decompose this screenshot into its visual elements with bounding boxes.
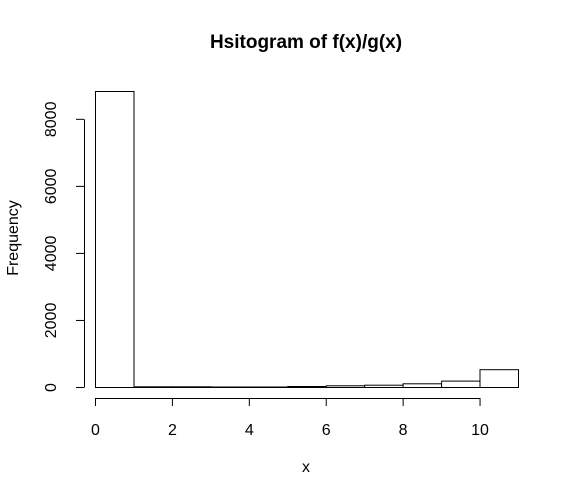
histogram-bar-0 xyxy=(95,91,135,388)
chart-title: Hsitogram of f(x)/g(x) xyxy=(210,32,402,53)
histogram-bar-2 xyxy=(171,386,212,388)
y-tick-label-4: 8000 xyxy=(43,101,60,137)
x-tick-label-5: 10 xyxy=(471,422,489,439)
y-tick-label-3: 6000 xyxy=(43,168,60,204)
y-axis-label: Frequency xyxy=(5,200,22,276)
histogram-bar-8 xyxy=(402,383,443,388)
x-axis-label: x xyxy=(302,459,310,476)
bars-group xyxy=(95,91,519,389)
histogram-bar-1 xyxy=(133,386,173,388)
x-tick-label-0: 0 xyxy=(91,422,100,439)
x-tick-label-1: 2 xyxy=(168,422,177,439)
x-tick-label-3: 6 xyxy=(322,422,331,439)
y-tick-label-2: 4000 xyxy=(43,236,60,272)
x-axis: 0 2 4 6 8 10 xyxy=(91,398,489,439)
y-tick-label-0: 0 xyxy=(43,383,60,392)
histogram-bar-5 xyxy=(287,386,327,388)
y-axis: 0 2000 4000 6000 8000 xyxy=(43,101,85,392)
x-tick-label-2: 4 xyxy=(245,422,254,439)
histogram-bar-3 xyxy=(210,386,250,388)
histogram-bar-4 xyxy=(248,386,289,388)
histogram-bar-6 xyxy=(325,385,366,388)
x-tick-label-4: 8 xyxy=(399,422,408,439)
histogram-bar-9 xyxy=(441,380,481,389)
histogram-bar-7 xyxy=(364,384,404,389)
histogram-bar-10 xyxy=(479,369,519,389)
y-tick-label-1: 2000 xyxy=(43,303,60,339)
